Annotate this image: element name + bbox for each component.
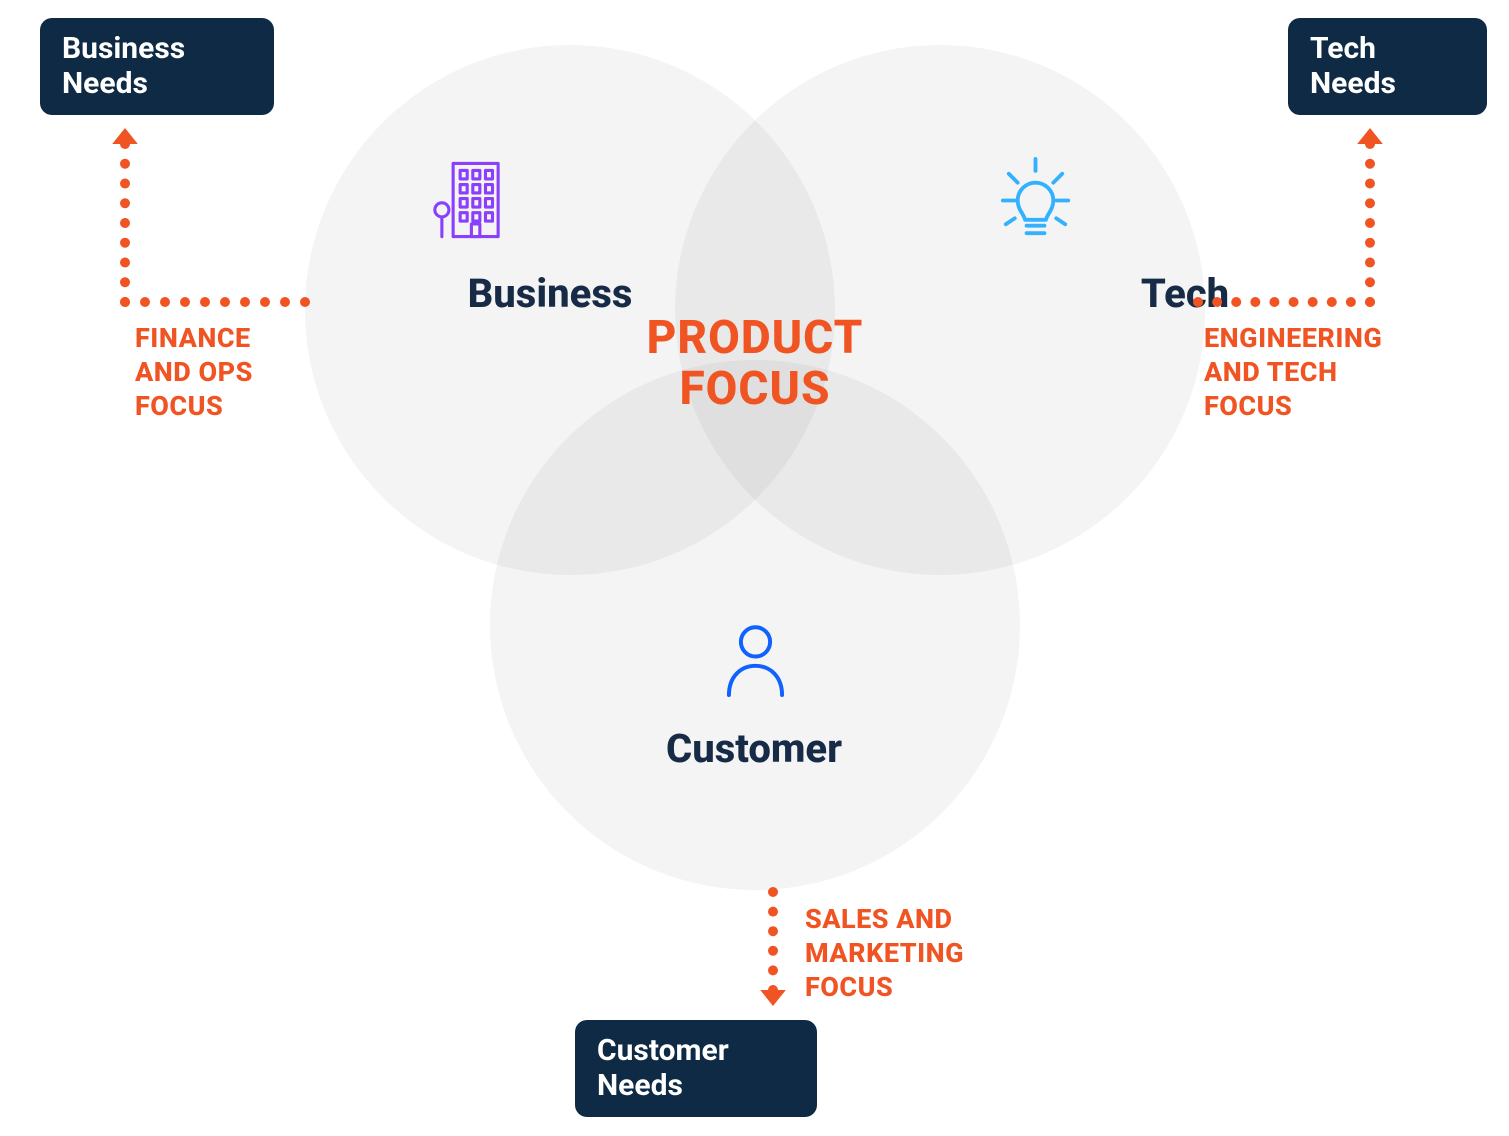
venn-diagram-stage: Business Tech Customer PRODUCT FOCUS Bus… (0, 0, 1509, 1136)
center-label-line1: PRODUCT (647, 311, 864, 365)
focus-label-tech: ENGINEERING AND TECH FOCUS (1204, 322, 1382, 423)
focus-label-business-line2: AND OPS (135, 356, 253, 388)
focus-label-business-line1: FINANCE (135, 322, 251, 354)
box-customer-line1: Customer (597, 1034, 795, 1069)
box-tech-needs: Tech Needs (1288, 18, 1487, 115)
focus-label-customer-line2: MARKETING (805, 937, 964, 969)
focus-label-tech-line2: AND TECH (1204, 356, 1338, 388)
venn-label-customer: Customer (554, 725, 954, 772)
person-icon (713, 618, 798, 703)
center-label-line2: FOCUS (679, 362, 830, 416)
box-business-line2: Needs (62, 67, 252, 102)
venn-label-tech: Tech (985, 270, 1385, 317)
focus-label-customer: SALES AND MARKETING FOCUS (805, 903, 964, 1004)
box-tech-line1: Tech (1310, 32, 1465, 67)
focus-label-tech-line1: ENGINEERING (1204, 322, 1382, 354)
box-customer-needs: Customer Needs (575, 1020, 817, 1117)
venn-label-business: Business (350, 270, 750, 317)
focus-label-customer-line3: FOCUS (805, 971, 893, 1003)
focus-label-customer-line1: SALES AND (805, 903, 953, 935)
box-customer-line2: Needs (597, 1069, 795, 1104)
center-label-product-focus: PRODUCT FOCUS (555, 313, 955, 414)
box-business-needs: Business Needs (40, 18, 274, 115)
focus-label-business-line3: FOCUS (135, 390, 223, 422)
box-tech-line2: Needs (1310, 67, 1465, 102)
box-business-line1: Business (62, 32, 252, 67)
lightbulb-icon (988, 153, 1083, 248)
focus-label-tech-line3: FOCUS (1204, 390, 1292, 422)
building-icon (425, 155, 515, 245)
focus-label-business: FINANCE AND OPS FOCUS (135, 322, 253, 423)
